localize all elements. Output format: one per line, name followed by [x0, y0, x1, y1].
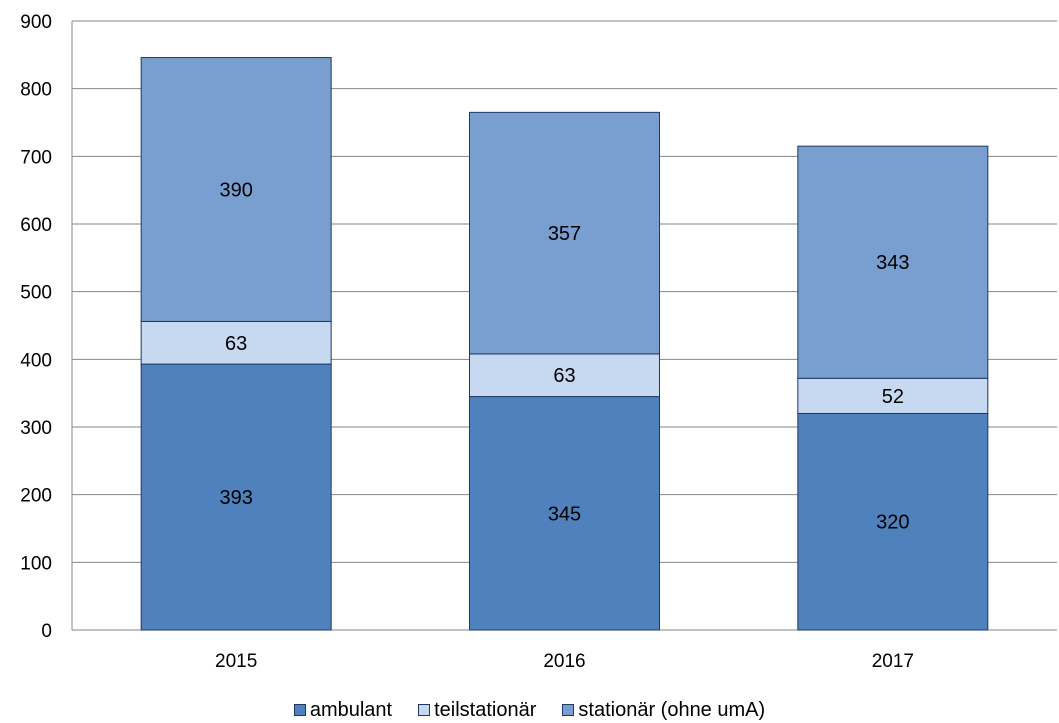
- legend-item: teilstationär: [418, 699, 536, 722]
- y-tick-label: 200: [20, 486, 52, 507]
- data-label: 343: [876, 252, 909, 274]
- data-label: 63: [553, 365, 575, 387]
- x-tick-label: 2016: [543, 651, 585, 672]
- data-label: 357: [548, 223, 581, 245]
- legend-swatch: [293, 704, 306, 716]
- data-label: 320: [876, 512, 909, 534]
- data-label: 52: [882, 386, 904, 408]
- y-tick-label: 100: [20, 553, 52, 574]
- x-tick-label: 2017: [872, 651, 914, 672]
- bar-segment: [469, 353, 660, 398]
- legend-swatch: [562, 704, 575, 716]
- stacked-bar-chart: 0 100 200 300 400 500 600 700 800 900 393 63 390 2015…: [20, 12, 1057, 672]
- x-tick-label: 2015: [215, 651, 257, 672]
- y-tick-label: 800: [20, 80, 52, 101]
- y-tick-label: 900: [20, 12, 52, 33]
- bar-segment: [797, 412, 989, 631]
- chart-legend: ambulant teilstationär stationär (ohne umA…: [0, 697, 1059, 723]
- legend-label: ambulant: [309, 698, 393, 721]
- bar-segment: [140, 363, 332, 631]
- legend-item: ambulant: [293, 698, 393, 722]
- data-label: 63: [225, 333, 247, 355]
- bar-segment: [797, 145, 989, 379]
- legend-item: stationär (ohne umA): [562, 699, 765, 722]
- data-label: 390: [219, 179, 252, 201]
- data-label: 393: [219, 487, 252, 509]
- y-tick-label: 700: [20, 147, 52, 168]
- y-tick-label: 600: [20, 215, 52, 236]
- data-label: 345: [548, 503, 581, 525]
- y-tick-label: 400: [20, 350, 52, 371]
- y-tick-label: 500: [20, 283, 52, 304]
- bar-segment: [469, 111, 660, 355]
- legend-label: teilstationär: [434, 698, 537, 721]
- bar-segment: [140, 57, 332, 322]
- y-tick-label: 0: [41, 621, 52, 642]
- legend-label: stationär (ohne umA): [578, 698, 766, 721]
- bar-segment: [797, 377, 989, 414]
- legend-swatch: [418, 704, 431, 716]
- y-tick-label: 300: [20, 418, 52, 439]
